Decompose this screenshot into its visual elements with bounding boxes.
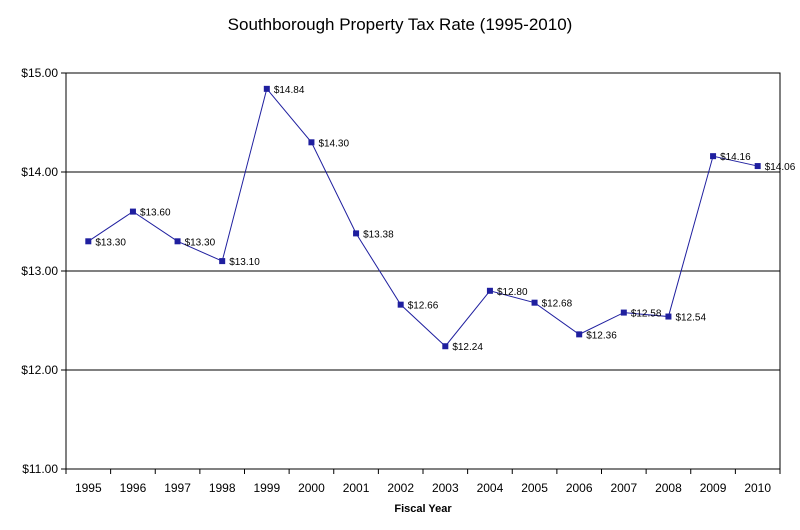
data-label: $14.06 <box>765 162 796 173</box>
data-label: $12.36 <box>586 330 617 341</box>
x-tick-label: 1997 <box>164 481 191 495</box>
data-point <box>129 208 136 215</box>
data-label: $12.68 <box>542 299 573 310</box>
data-point <box>263 85 270 92</box>
data-point <box>219 258 226 265</box>
data-point <box>486 287 493 294</box>
data-point <box>442 343 449 350</box>
data-point <box>665 313 672 320</box>
x-tick-label: 2005 <box>521 481 548 495</box>
data-labels: $13.30 $13.60 $13.30 $13.10 $14.84 $14.30 $13.… <box>95 85 795 353</box>
y-tick-label: $13.00 <box>21 264 58 278</box>
data-label: $12.54 <box>675 313 706 324</box>
x-tick-label: 1999 <box>253 481 280 495</box>
data-point <box>353 230 360 237</box>
data-point <box>174 238 181 245</box>
data-label: $12.66 <box>408 301 439 312</box>
y-tick-label: $11.00 <box>22 462 58 476</box>
data-label: $13.60 <box>140 208 171 219</box>
x-tick-label: 2002 <box>387 481 414 495</box>
data-label: $12.24 <box>452 342 483 353</box>
data-point <box>531 299 538 306</box>
x-tick-label: 2009 <box>700 481 727 495</box>
x-tick-label: 2010 <box>744 481 771 495</box>
y-tick-label: $12.00 <box>21 363 58 377</box>
data-label: $13.30 <box>185 237 216 248</box>
x-tick-label: 1996 <box>120 481 147 495</box>
data-point <box>620 309 627 316</box>
data-point <box>754 163 761 170</box>
data-point <box>397 301 404 308</box>
x-tick-label: 2007 <box>610 481 637 495</box>
data-point <box>710 153 717 160</box>
y-tick-label: $14.00 <box>21 165 58 179</box>
data-label: $14.84 <box>274 85 305 96</box>
data-label: $13.30 <box>95 237 126 248</box>
chart-title: Southborough Property Tax Rate (1995-201… <box>227 15 573 34</box>
data-point <box>85 238 92 245</box>
series-layer <box>85 85 761 350</box>
series-line <box>88 87 758 347</box>
x-axis-ticks: 1995 1996 1997 1998 1999 2000 2001 2002 2003 2004… <box>65 469 781 495</box>
x-tick-label: 2001 <box>343 481 370 495</box>
data-point <box>576 331 583 338</box>
gridlines <box>66 171 780 371</box>
data-label: $12.80 <box>497 287 528 298</box>
x-tick-label: 2008 <box>655 481 682 495</box>
data-label: $14.16 <box>720 152 751 163</box>
x-tick-label: 2004 <box>477 481 504 495</box>
y-tick-label: $15.00 <box>21 66 58 80</box>
data-label: $13.10 <box>229 257 260 268</box>
data-point <box>308 139 315 146</box>
x-tick-label: 1995 <box>75 481 102 495</box>
x-tick-label: 1998 <box>209 481 236 495</box>
data-label: $12.58 <box>631 309 662 320</box>
x-tick-label: 2000 <box>298 481 325 495</box>
x-tick-label: 2006 <box>566 481 593 495</box>
data-label: $14.30 <box>318 138 349 149</box>
data-label: $13.38 <box>363 229 394 240</box>
x-axis-title: Fiscal Year <box>394 503 452 515</box>
y-axis-ticks: $11.00 $12.00 $13.00 $14.00 $15.00 <box>21 66 66 476</box>
x-tick-label: 2003 <box>432 481 459 495</box>
